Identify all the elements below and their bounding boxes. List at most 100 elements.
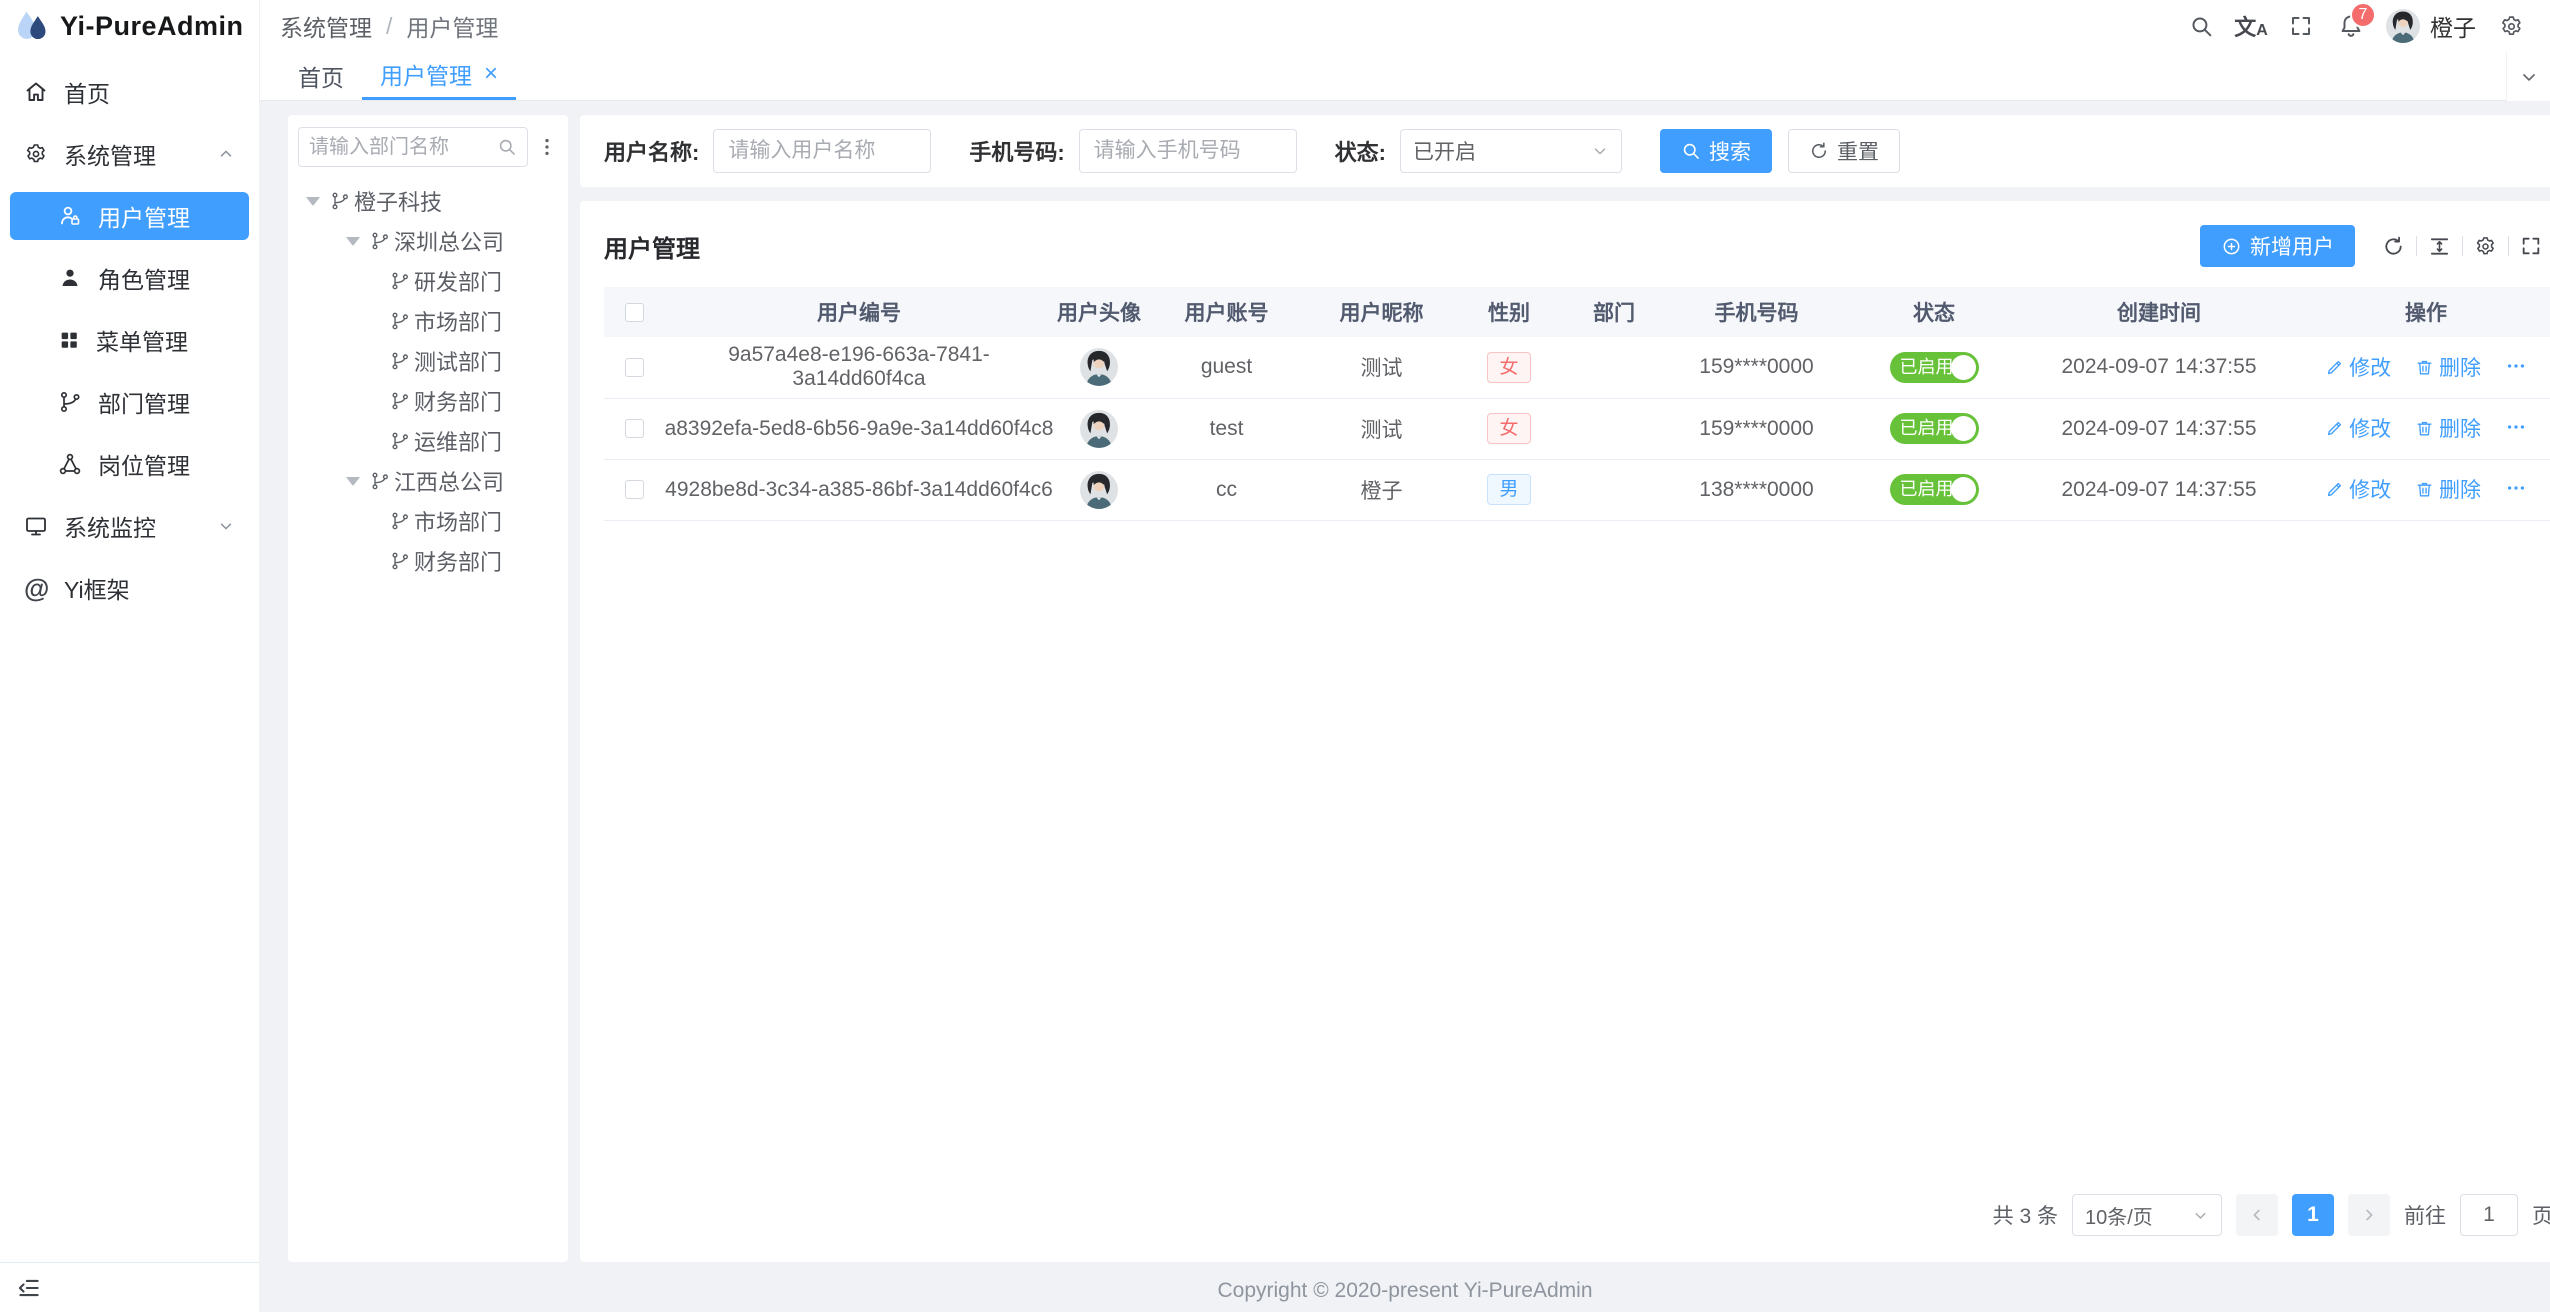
settings-button[interactable] [2486, 0, 2536, 52]
fullscreen-icon [2289, 14, 2313, 38]
column-settings-button[interactable] [2463, 235, 2508, 258]
tree-node[interactable]: 财务部门 [298, 381, 558, 421]
sidebar: Yi-PureAdmin 首页 系统管理 用户管理 角色管理 菜单 [0, 0, 260, 1312]
user-dept [1564, 337, 1664, 399]
row-density-button[interactable] [2417, 235, 2462, 258]
tree-more-button[interactable] [536, 136, 558, 158]
sidebar-item-role-mgmt[interactable]: 角色管理 [10, 254, 249, 302]
current-page-button[interactable]: 1 [2292, 1194, 2334, 1236]
user-avatar [1080, 410, 1118, 448]
prev-page-button[interactable] [2236, 1194, 2278, 1236]
notifications-button[interactable]: 7 [2326, 0, 2376, 52]
monitor-icon [24, 514, 48, 538]
caret-down-icon[interactable] [306, 196, 320, 206]
user-avatar [1080, 471, 1118, 509]
sidebar-item-system[interactable]: 系统管理 [10, 130, 249, 178]
edit-button[interactable]: 修改 [2325, 474, 2391, 504]
tab-close-icon[interactable]: × [484, 60, 499, 87]
edit-button[interactable]: 修改 [2325, 413, 2391, 443]
sidebar-nav: 首页 系统管理 用户管理 角色管理 菜单管理 部门管理 [0, 52, 259, 612]
caret-down-icon[interactable] [346, 236, 360, 246]
tree-node[interactable]: 测试部门 [298, 341, 558, 381]
sidebar-item-user-mgmt[interactable]: 用户管理 [10, 192, 249, 240]
toggle-knob [1950, 416, 1976, 441]
tab-user-mgmt[interactable]: 用户管理 × [362, 51, 517, 100]
phone-input[interactable] [1078, 129, 1297, 173]
pencil-icon [2325, 358, 2344, 377]
user-menu[interactable]: 橙子 [2376, 9, 2486, 43]
dept-search-input[interactable] [309, 135, 497, 159]
username-input[interactable] [713, 129, 932, 173]
toggle-knob [1950, 354, 1976, 380]
branch-icon [390, 551, 410, 571]
branch-icon [390, 431, 410, 451]
table-fullscreen-button[interactable] [2509, 235, 2550, 257]
pagination: 共 3 条 10条/页 1 前 [604, 1174, 2550, 1262]
fullscreen-button[interactable] [2276, 0, 2326, 52]
col-status: 状态 [1849, 287, 2019, 337]
delete-button[interactable]: 删除 [2415, 413, 2481, 443]
sidebar-item-framework[interactable]: @ Yi框架 [24, 572, 130, 604]
logo[interactable]: Yi-PureAdmin [0, 0, 259, 52]
goto-page-input[interactable] [2460, 1194, 2518, 1236]
page-size-select[interactable]: 10条/页 [2072, 1194, 2222, 1236]
status-select[interactable]: 已开启 [1399, 129, 1622, 173]
caret-down-icon[interactable] [346, 476, 360, 486]
user-dept [1564, 459, 1664, 521]
sidebar-item-post-mgmt[interactable]: 岗位管理 [10, 440, 249, 488]
tree-node[interactable]: 市场部门 [298, 501, 558, 541]
status-toggle[interactable]: 已启用 [1889, 413, 1979, 444]
chevron-down-icon [217, 517, 235, 535]
tree-node[interactable]: 江西总公司 [298, 461, 558, 501]
search-button[interactable] [2176, 0, 2226, 52]
row-checkbox[interactable] [624, 358, 644, 378]
username-label: 用户名称: [604, 140, 700, 165]
search-submit-button[interactable]: 搜索 [1659, 129, 1772, 173]
sidebar-item-dept-mgmt[interactable]: 部门管理 [10, 378, 249, 426]
delete-button[interactable]: 删除 [2415, 474, 2481, 504]
gender-tag: 女 [1487, 351, 1531, 383]
delete-button[interactable]: 删除 [2415, 352, 2481, 382]
tree-node[interactable]: 财务部门 [298, 541, 558, 581]
next-page-button[interactable] [2348, 1194, 2390, 1236]
refresh-table-button[interactable] [2371, 235, 2416, 258]
tab-menu-button[interactable] [2506, 52, 2550, 101]
collapse-sidebar-icon[interactable] [16, 1275, 42, 1301]
status-toggle[interactable]: 已启用 [1889, 474, 1979, 505]
user-account: test [1144, 398, 1309, 460]
dept-search-field[interactable] [298, 127, 528, 167]
row-checkbox[interactable] [624, 480, 644, 500]
fullscreen-icon [2520, 235, 2542, 257]
more-actions-button[interactable] [2505, 416, 2527, 438]
tree-node[interactable]: 市场部门 [298, 301, 558, 341]
select-all-checkbox[interactable] [624, 302, 644, 322]
created-time: 2024-09-07 14:37:55 [2019, 398, 2299, 460]
row-checkbox[interactable] [624, 419, 644, 439]
tree-node[interactable]: 深圳总公司 [298, 221, 558, 261]
more-actions-button[interactable] [2505, 477, 2527, 499]
username: 橙子 [2430, 15, 2476, 41]
chevron-left-icon [2248, 1206, 2266, 1224]
reset-button[interactable]: 重置 [1787, 129, 1900, 173]
ellipsis-icon [2505, 355, 2527, 377]
translate-button[interactable]: 文A [2226, 0, 2276, 52]
breadcrumb-parent[interactable]: 系统管理 [280, 15, 372, 41]
tree-node[interactable]: 研发部门 [298, 261, 558, 301]
sidebar-item-menu-mgmt[interactable]: 菜单管理 [10, 316, 249, 364]
tab-home[interactable]: 首页 [298, 64, 344, 91]
more-actions-button[interactable] [2505, 355, 2527, 377]
status-toggle[interactable]: 已启用 [1889, 351, 1979, 383]
table-row: 4928be8d-3c34-a385-86bf-3a14dd60f4c6 cc … [604, 459, 2550, 521]
created-time: 2024-09-07 14:37:55 [2019, 337, 2299, 399]
tree-node[interactable]: 橙子科技 [298, 181, 558, 221]
col-phone: 手机号码 [1664, 287, 1849, 337]
add-user-button[interactable]: 新增用户 [2200, 225, 2355, 267]
sidebar-item-home[interactable]: 首页 [10, 68, 249, 116]
edit-button[interactable]: 修改 [2325, 352, 2391, 382]
tree-node[interactable]: 运维部门 [298, 421, 558, 461]
col-user-id: 用户编号 [664, 287, 1054, 337]
sidebar-item-monitor[interactable]: 系统监控 [10, 502, 249, 550]
user-account: cc [1144, 459, 1309, 521]
total-count: 共 3 条 [1992, 1205, 2058, 1228]
chevron-right-icon [2360, 1206, 2378, 1224]
